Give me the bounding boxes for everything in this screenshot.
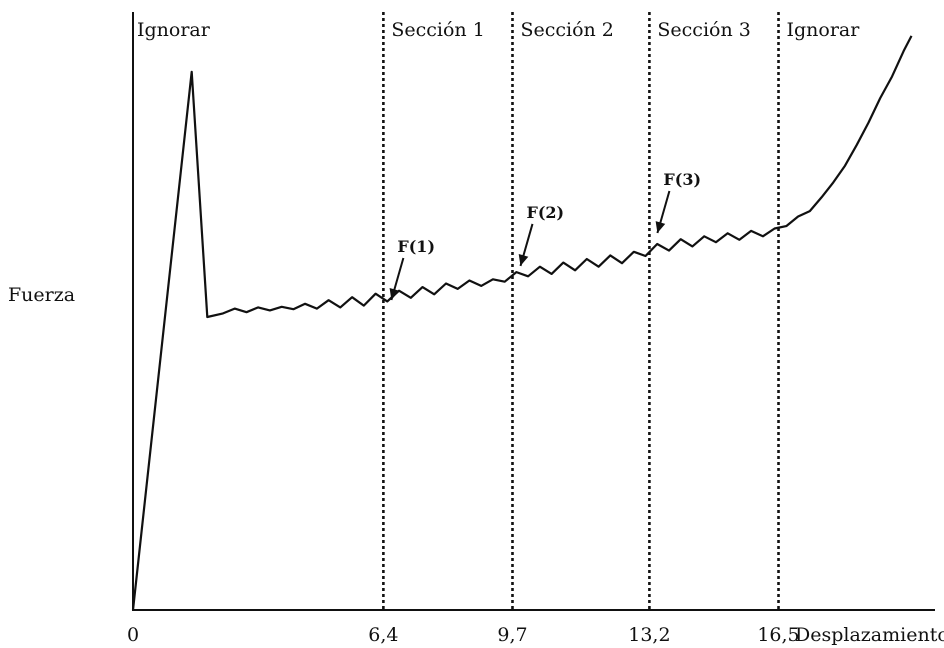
- annotation-2: F(2): [518, 203, 564, 267]
- y-axis-label: Fuerza: [8, 284, 75, 306]
- section-label-1: Ignorar: [137, 19, 211, 41]
- x-tick-label-1: 0: [127, 624, 139, 646]
- x-tick-label-2: 6,4: [368, 624, 398, 646]
- section-label-2: Sección 1: [391, 19, 484, 41]
- x-tick-labels: 0 6,4 9,7 13,2 16,5: [127, 624, 800, 646]
- annotation-label-3: F(3): [663, 170, 701, 189]
- section-dividers: [382, 12, 780, 610]
- annotation-arrowhead-3: [655, 221, 666, 234]
- x-tick-label-4: 13,2: [628, 624, 670, 646]
- annotation-label-1: F(1): [397, 237, 435, 256]
- section-label-4: Sección 3: [657, 19, 750, 41]
- section-label-5: Ignorar: [787, 19, 861, 41]
- x-axis-label: Desplazamiento: [795, 624, 944, 646]
- force-curve: [131, 35, 913, 611]
- annotation-arrowhead-1: [389, 288, 400, 301]
- annotation-1: F(1): [389, 237, 435, 301]
- section-labels: Ignorar Sección 1 Sección 2 Sección 3 Ignora…: [137, 19, 860, 41]
- force-annotations: F(1) F(2) F(3): [389, 170, 701, 301]
- x-tick-label-5: 16,5: [757, 624, 799, 646]
- annotation-arrowhead-2: [518, 253, 529, 266]
- annotation-label-2: F(2): [526, 203, 564, 222]
- x-tick-label-3: 9,7: [497, 624, 527, 646]
- section-label-3: Sección 2: [520, 19, 613, 41]
- annotation-3: F(3): [655, 170, 701, 234]
